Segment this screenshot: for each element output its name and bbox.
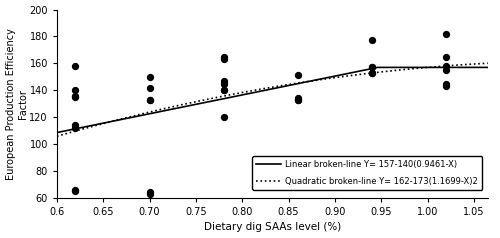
- Point: [146, 191, 154, 194]
- Linear broken-line Y= 157-140(0.9461-X): [375, 66, 381, 69]
- Quadratic broken-line Y= 162-173(1.1699-X)2: [98, 123, 104, 126]
- Point: [72, 188, 80, 192]
- Quadratic broken-line Y= 162-173(1.1699-X)2: [228, 93, 234, 96]
- Linear broken-line Y= 157-140(0.9461-X): [228, 96, 234, 99]
- Point: [294, 96, 302, 100]
- Point: [220, 88, 228, 92]
- Point: [442, 68, 450, 72]
- Line: Linear broken-line Y= 157-140(0.9461-X): Linear broken-line Y= 157-140(0.9461-X): [57, 67, 488, 133]
- Point: [294, 98, 302, 102]
- Point: [72, 95, 80, 99]
- Linear broken-line Y= 157-140(0.9461-X): [398, 66, 404, 69]
- Point: [220, 79, 228, 83]
- Linear broken-line Y= 157-140(0.9461-X): [485, 66, 491, 69]
- Linear broken-line Y= 157-140(0.9461-X): [98, 122, 104, 125]
- Point: [368, 65, 376, 69]
- Quadratic broken-line Y= 162-173(1.1699-X)2: [390, 69, 396, 72]
- Point: [368, 71, 376, 75]
- Point: [72, 126, 80, 130]
- Point: [220, 88, 228, 92]
- X-axis label: Dietary dig SAAs level (%): Dietary dig SAAs level (%): [204, 223, 341, 233]
- Point: [294, 74, 302, 77]
- Point: [368, 65, 376, 69]
- Point: [72, 88, 80, 92]
- Linear broken-line Y= 157-140(0.9461-X): [244, 93, 250, 95]
- Legend: Linear broken-line Y= 157-140(0.9461-X), Quadratic broken-line Y= 162-173(1.1699: Linear broken-line Y= 157-140(0.9461-X),…: [252, 156, 482, 190]
- Point: [220, 57, 228, 61]
- Point: [220, 82, 228, 85]
- Point: [220, 115, 228, 119]
- Point: [442, 84, 450, 88]
- Point: [294, 98, 302, 102]
- Point: [442, 82, 450, 85]
- Point: [146, 192, 154, 196]
- Point: [442, 32, 450, 36]
- Point: [72, 189, 80, 193]
- Point: [442, 55, 450, 59]
- Linear broken-line Y= 157-140(0.9461-X): [390, 66, 396, 69]
- Linear broken-line Y= 157-140(0.9461-X): [54, 131, 60, 134]
- Quadratic broken-line Y= 162-173(1.1699-X)2: [398, 69, 404, 71]
- Quadratic broken-line Y= 162-173(1.1699-X)2: [485, 62, 491, 65]
- Point: [146, 86, 154, 89]
- Y-axis label: European Production Efficiency
Factor: European Production Efficiency Factor: [6, 28, 28, 180]
- Linear broken-line Y= 157-140(0.9461-X): [350, 71, 356, 74]
- Point: [146, 98, 154, 102]
- Point: [72, 64, 80, 68]
- Quadratic broken-line Y= 162-173(1.1699-X)2: [350, 74, 356, 77]
- Point: [146, 75, 154, 79]
- Point: [368, 71, 376, 75]
- Point: [72, 123, 80, 127]
- Point: [368, 39, 376, 42]
- Point: [72, 94, 80, 98]
- Point: [220, 55, 228, 59]
- Line: Quadratic broken-line Y= 162-173(1.1699-X)2: Quadratic broken-line Y= 162-173(1.1699-…: [57, 63, 488, 136]
- Point: [442, 64, 450, 68]
- Quadratic broken-line Y= 162-173(1.1699-X)2: [54, 135, 60, 138]
- Quadratic broken-line Y= 162-173(1.1699-X)2: [244, 90, 250, 93]
- Point: [146, 98, 154, 102]
